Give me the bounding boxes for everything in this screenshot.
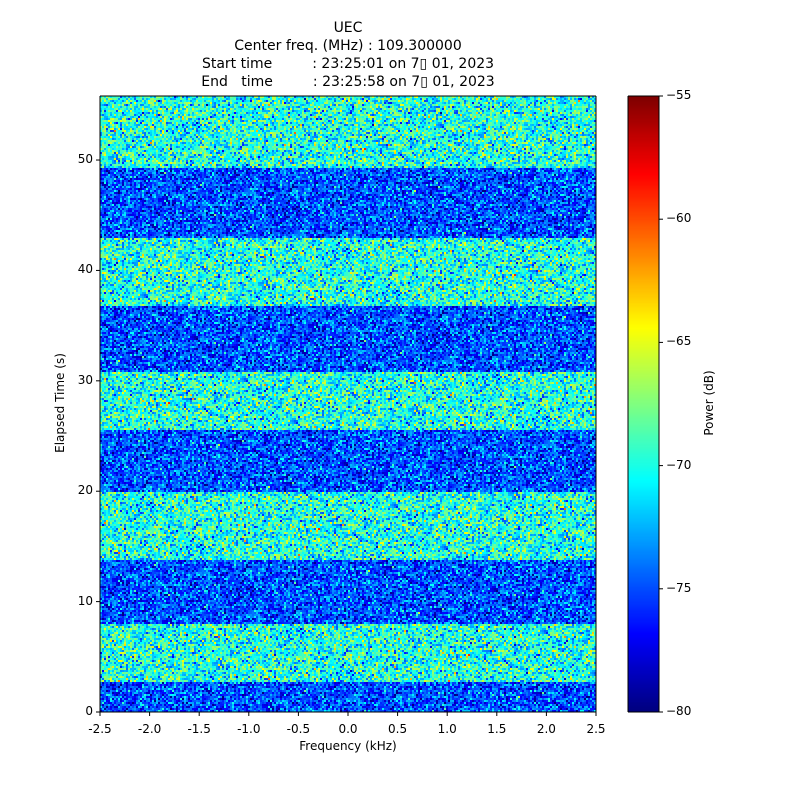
colorbar-label: Power (dB): [702, 370, 716, 436]
y-tick-label: 40: [77, 262, 93, 277]
x-tick-label: -2.5: [88, 722, 112, 736]
x-tick-label: -2.0: [137, 722, 162, 736]
x-tick-label: -1.5: [187, 722, 211, 736]
colorbar: [628, 96, 659, 712]
x-axis-label: Frequency (kHz): [299, 739, 397, 753]
x-tick-label: 0.0: [338, 722, 358, 736]
colorbar-tick-label: −75: [666, 580, 692, 595]
y-tick-label: 20: [77, 483, 93, 498]
x-tick-label: 1.0: [437, 722, 457, 736]
x-tick-label: 1.5: [487, 722, 507, 736]
colorbar-tick-label: −70: [666, 457, 692, 472]
title-line-3: Start time : 23:25:01 on 7▯ 01, 2023: [201, 56, 495, 72]
y-tick-label: 30: [77, 372, 93, 387]
colorbar-tick-label: −55: [666, 88, 692, 102]
y-tick-label: 50: [77, 152, 93, 167]
colorbar-tick-label: −65: [666, 334, 692, 349]
title-line-1: UEC: [333, 20, 363, 36]
colorbar-tick-label: −60: [666, 211, 692, 226]
x-tick-label: -0.5: [286, 722, 311, 736]
y-tick-label: 10: [77, 593, 93, 608]
x-tick-label: -1.0: [237, 722, 261, 736]
x-tick-label: 2.5: [586, 722, 606, 736]
colorbar-tick-label: −80: [666, 704, 692, 718]
title-line-4: End time : 23:25:58 on 7▯ 01, 2023: [201, 74, 495, 90]
y-tick-label: 0: [85, 704, 93, 718]
y-axis-label: Elapsed Time (s): [53, 353, 67, 453]
title-line-2: Center freq. (MHz) : 109.300000: [234, 38, 462, 54]
x-tick-label: 0.5: [388, 722, 408, 736]
spectrogram-heatmap: [100, 96, 596, 712]
x-tick-label: 2.0: [536, 722, 556, 736]
